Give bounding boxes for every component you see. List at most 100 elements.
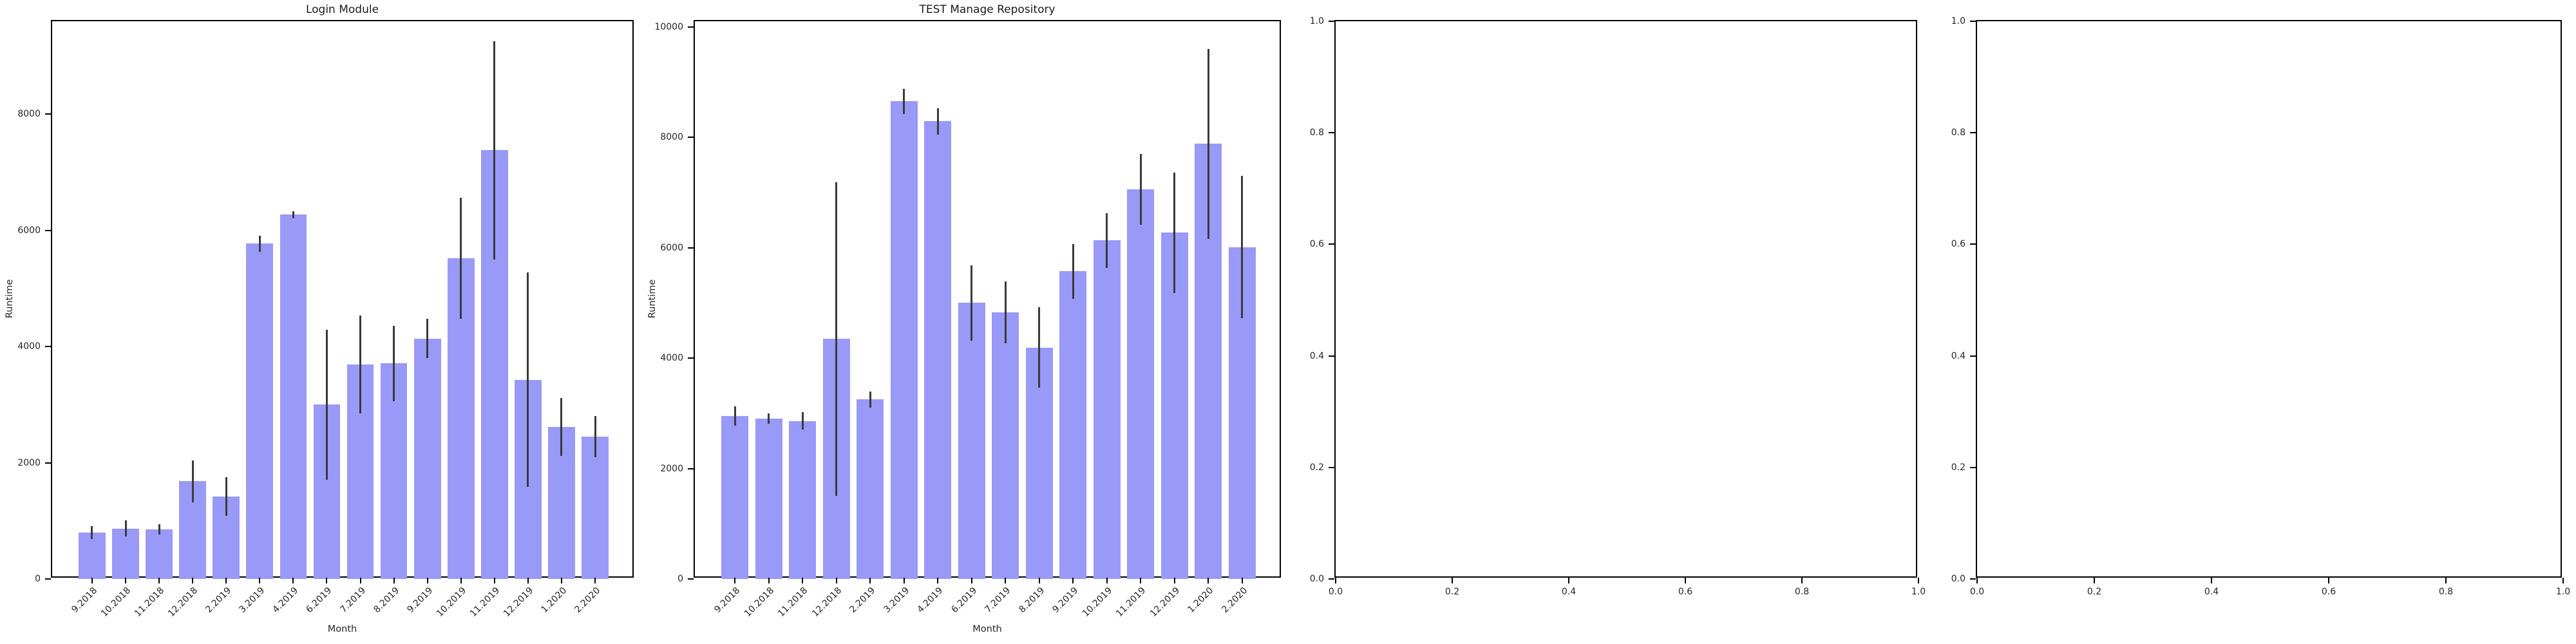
x-tick [1005, 578, 1007, 583]
x-tick-label-text: 9.2018 [712, 585, 743, 615]
x-tick-label: 0.8 [1794, 587, 1810, 597]
x-tick-label-text: 8.2019 [371, 585, 401, 615]
error-bar-6.2019 [325, 330, 328, 480]
x-tick [1335, 578, 1336, 583]
x-tick-label-text: 11.2018 [776, 585, 810, 620]
error-bar-10.2019 [1106, 213, 1108, 269]
x-tick [1801, 578, 1803, 583]
error-bar-9.2018 [91, 526, 93, 539]
bar-2.2020 [582, 436, 609, 579]
x-tick-label: 0.6 [2321, 587, 2336, 597]
x-tick [527, 578, 529, 583]
x-tick [1208, 578, 1209, 583]
x-tick [326, 578, 328, 583]
y-tick [1970, 132, 1976, 134]
error-bar-4.2019 [292, 211, 294, 218]
x-tick [560, 578, 562, 583]
bar-9.2018 [721, 416, 749, 579]
bar-3.2019 [890, 101, 918, 579]
x-tick-label-text: 11.2019 [1114, 585, 1148, 620]
x-tick-label-text: 10.2018 [99, 585, 133, 620]
x-tick [359, 578, 361, 583]
bar-2.2019 [857, 399, 884, 579]
bar-10.2019 [1093, 240, 1121, 579]
error-bar-8.2019 [1038, 307, 1041, 388]
y-tick-label: 6000 [660, 242, 683, 253]
y-tick [1970, 355, 1976, 357]
y-tick [1329, 355, 1334, 357]
bar-11.2018 [146, 529, 173, 579]
x-tick [2445, 578, 2447, 583]
error-bar-3.2019 [903, 88, 905, 115]
axes-empty-1: 0.0 0.2 0.4 0.6 0.8 1.0 0.0 0.2 0.4 0.6 0.8 1.0 [1310, 16, 1926, 597]
y-tick [45, 229, 51, 231]
y-tick-label: 10000 [654, 21, 683, 32]
bar-3.2019 [246, 243, 274, 579]
x-tick [768, 578, 770, 583]
y-tick-label: 0.2 [1951, 462, 1965, 473]
x-tick-label-text: 12.2019 [501, 585, 536, 620]
x-tick [1241, 578, 1243, 583]
x-tick [460, 578, 462, 583]
bar-10.2018 [755, 419, 782, 579]
error-bar-10.2018 [768, 413, 770, 424]
x-tick [734, 578, 736, 583]
y-tick [688, 468, 694, 469]
x-tick [1038, 578, 1040, 583]
error-bar-6.2019 [971, 265, 973, 341]
error-bar-3.2019 [258, 235, 261, 252]
x-tick [158, 578, 160, 583]
y-tick-label: 0.8 [1309, 128, 1324, 138]
x-tick-label-text: 11.2019 [468, 585, 502, 620]
x-tick [869, 578, 871, 583]
x-tick-label-text: 2.2020 [1219, 585, 1249, 615]
x-tick-label-text: 12.2019 [1148, 585, 1182, 620]
y-tick [1329, 243, 1334, 245]
x-tick [2211, 578, 2212, 583]
x-tick-label-text: 2.2019 [848, 585, 878, 615]
y-tick [1970, 243, 1976, 245]
x-tick [426, 578, 428, 583]
y-tick [45, 462, 51, 464]
y-tick-label: 1.0 [1951, 16, 1965, 26]
error-bar-11.2018 [801, 412, 804, 430]
y-axis-label: Runtime [647, 279, 658, 319]
error-bar-2.2020 [594, 415, 596, 458]
x-tick-label: 0.6 [1678, 587, 1693, 597]
x-tick-label-text: 1.2020 [539, 585, 569, 615]
y-tick-label: 0.0 [1309, 574, 1324, 584]
x-tick [594, 578, 596, 583]
error-bar-7.2019 [1004, 281, 1007, 343]
x-tick-label: 0.0 [1969, 587, 1985, 597]
axes-test-manage-repository: TEST Manage Repository 0 2000 4000 6000 8000… [647, 3, 1281, 634]
y-tick-label: 2000 [17, 457, 41, 468]
x-tick [1918, 578, 1919, 583]
error-bar-2.2019 [869, 391, 871, 408]
bar-9.2019 [1059, 271, 1087, 579]
y-tick [688, 357, 694, 359]
x-tick [225, 578, 227, 583]
x-tick-label: 1.0 [1911, 587, 1926, 597]
error-bar-2.2020 [1241, 176, 1244, 319]
x-tick [1072, 578, 1074, 583]
y-tick [1970, 466, 1976, 468]
y-tick [1329, 578, 1334, 580]
y-tick [45, 578, 51, 580]
y-tick-label: 0 [677, 574, 683, 584]
x-tick-label-text: 4.2019 [270, 585, 301, 615]
x-tick-label: 0.2 [1444, 587, 1460, 597]
y-tick [1970, 578, 1976, 580]
x-tick-label-text: 3.2019 [237, 585, 267, 615]
x-tick-label-text: 8.2019 [1017, 585, 1047, 615]
y-tick-label: 4000 [660, 353, 683, 364]
error-bar-11.2019 [493, 41, 496, 260]
axes-login-module: Login Module 0 2000 4000 6000 8000 9.2018 10.2… [5, 3, 634, 634]
x-axis-label: Month [327, 624, 357, 634]
bar-11.2019 [1127, 189, 1155, 579]
error-bar-2.2019 [225, 477, 227, 516]
x-tick-label-text: 7.2019 [337, 585, 368, 615]
y-tick [45, 346, 51, 348]
x-tick-label-text: 2.2019 [204, 585, 234, 615]
x-tick-label: 0.4 [1561, 587, 1577, 597]
